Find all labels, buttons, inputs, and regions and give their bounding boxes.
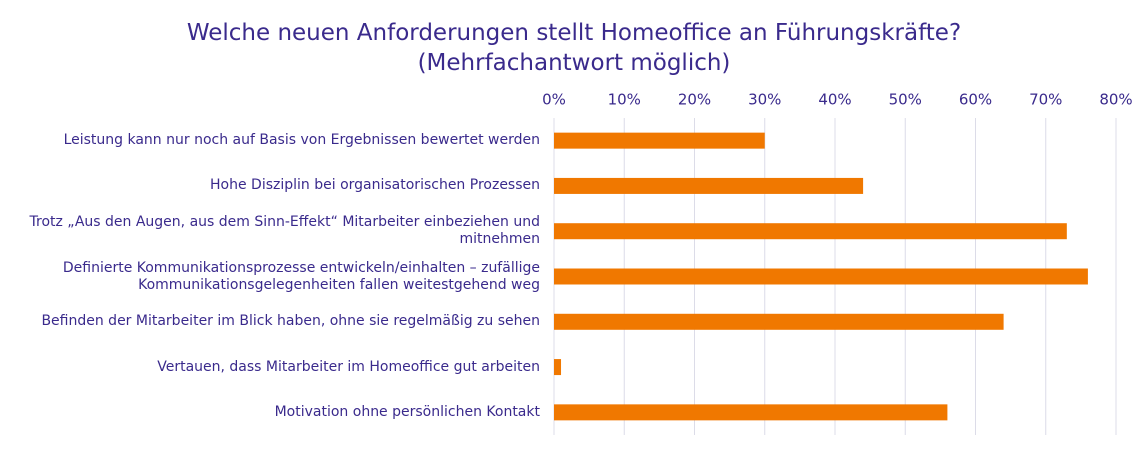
bar	[554, 268, 1088, 285]
bar	[554, 313, 1004, 330]
x-tick-label: 50%	[889, 91, 922, 109]
bar	[554, 223, 1067, 240]
bar	[554, 132, 765, 149]
x-tick-label: 80%	[1099, 91, 1132, 109]
x-tick-label: 70%	[1029, 91, 1062, 109]
x-tick-label: 60%	[959, 91, 992, 109]
x-tick-label: 10%	[608, 91, 641, 109]
bar	[554, 404, 948, 421]
y-tick-label: Vertauen, dass Mitarbeiter im Homeoffice…	[157, 358, 540, 375]
x-tick-label: 0%	[542, 91, 566, 109]
bar	[554, 359, 562, 376]
bar	[554, 177, 864, 194]
y-tick-label: Leistung kann nur noch auf Basis von Erg…	[63, 132, 540, 149]
x-tick-label: 40%	[818, 91, 851, 109]
y-tick-label: Trotz „Aus den Augen, aus dem Sinn-Effek…	[29, 214, 540, 248]
chart-subtitle: (Mehrfachantwort möglich)	[417, 50, 731, 76]
chart-title: Welche neuen Anforderungen stellt Homeof…	[186, 20, 962, 46]
y-tick-label: Befinden der Mitarbeiter im Blick haben,…	[41, 313, 540, 330]
y-tick-label: Motivation ohne persönlichen Kontakt	[274, 403, 540, 420]
x-tick-label: 30%	[748, 91, 781, 109]
y-tick-label: Hohe Disziplin bei organisatorischen Pro…	[210, 177, 540, 194]
x-tick-label: 20%	[678, 91, 711, 109]
y-tick-label: Definierte Kommunikationsprozesse entwic…	[62, 259, 540, 293]
